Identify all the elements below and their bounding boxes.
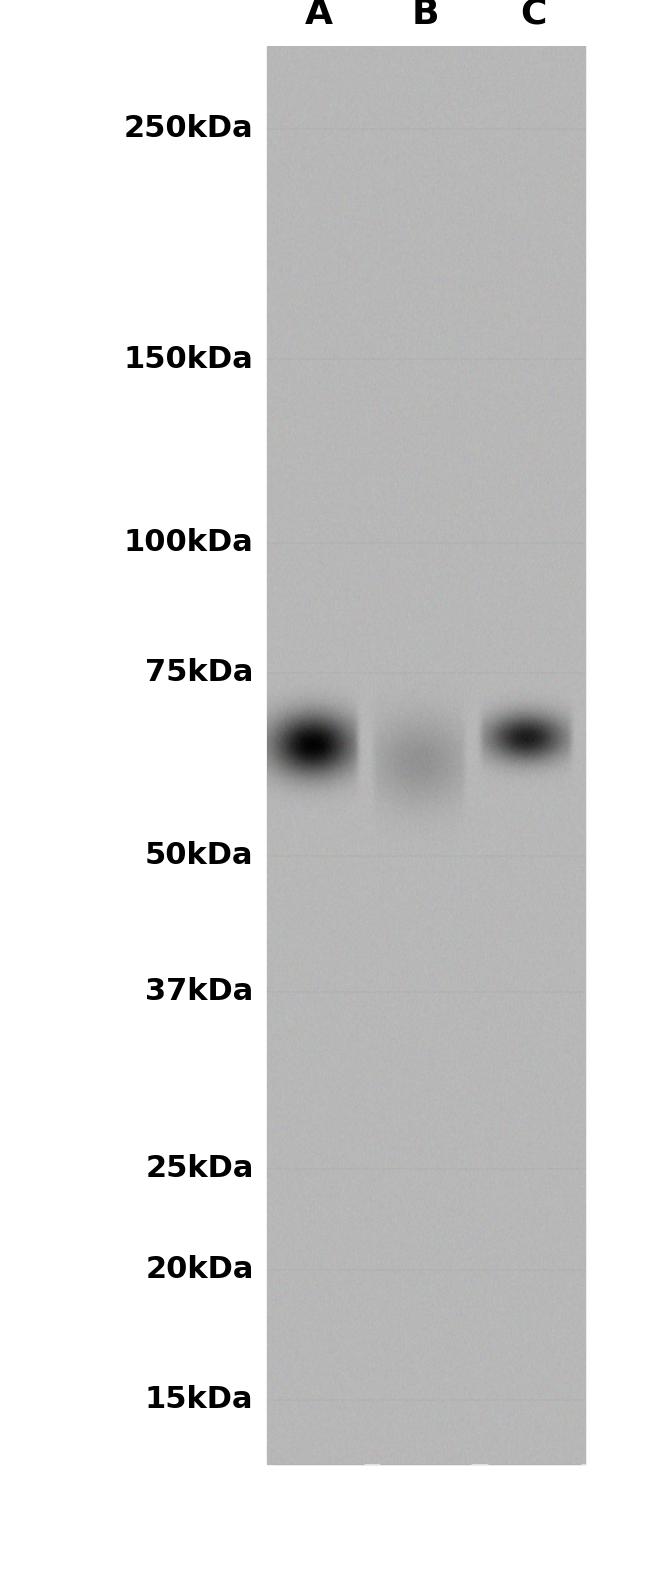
Bar [380, 46, 471, 1464]
Text: 20kDa: 20kDa [145, 1255, 254, 1284]
Text: 100kDa: 100kDa [124, 529, 254, 557]
Bar [471, 46, 488, 1464]
Text: 150kDa: 150kDa [124, 345, 254, 374]
Text: A: A [304, 0, 333, 30]
Bar [488, 46, 578, 1464]
Text: 250kDa: 250kDa [124, 114, 254, 142]
Bar [582, 46, 585, 1464]
Text: 75kDa: 75kDa [145, 659, 254, 687]
Text: 25kDa: 25kDa [145, 1154, 254, 1184]
Bar [364, 46, 380, 1464]
Bar [273, 46, 364, 1464]
Bar [266, 46, 585, 1464]
Text: C: C [520, 0, 546, 30]
Text: 50kDa: 50kDa [145, 841, 254, 871]
Text: 37kDa: 37kDa [145, 977, 254, 1007]
Text: 15kDa: 15kDa [145, 1385, 254, 1414]
Text: B: B [412, 0, 439, 30]
